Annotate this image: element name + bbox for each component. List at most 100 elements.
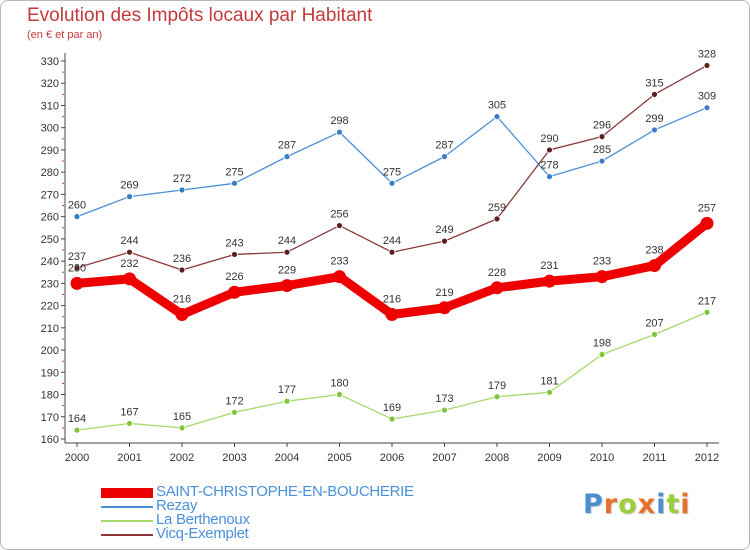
data-label: 167 bbox=[120, 406, 138, 418]
data-point bbox=[385, 307, 399, 321]
legend-swatch bbox=[101, 520, 153, 522]
data-point bbox=[651, 126, 658, 134]
data-label: 164 bbox=[68, 413, 86, 425]
x-tick-label: 2009 bbox=[537, 452, 561, 464]
y-tick-label: 220 bbox=[41, 301, 59, 313]
data-label: 290 bbox=[540, 133, 558, 145]
legend-swatch bbox=[101, 506, 153, 508]
legend-label: La Berthenoux bbox=[156, 511, 250, 528]
data-label: 272 bbox=[173, 173, 191, 185]
data-point bbox=[231, 251, 238, 258]
data-label: 198 bbox=[593, 338, 611, 350]
data-point bbox=[651, 90, 658, 98]
x-tick-label: 2004 bbox=[275, 452, 299, 464]
data-label: 256 bbox=[330, 209, 348, 221]
data-label: 226 bbox=[225, 271, 243, 283]
data-label: 260 bbox=[68, 200, 86, 212]
data-point bbox=[336, 128, 343, 136]
data-point bbox=[598, 157, 606, 165]
y-tick-label: 180 bbox=[41, 390, 59, 402]
data-label: 244 bbox=[120, 235, 138, 247]
logo-letter: t bbox=[666, 489, 681, 520]
data-point bbox=[441, 237, 448, 245]
data-point bbox=[493, 215, 501, 223]
y-tick-label: 300 bbox=[41, 123, 59, 135]
x-tick-label: 2002 bbox=[170, 452, 194, 464]
data-point bbox=[178, 266, 186, 274]
data-point bbox=[73, 264, 81, 272]
data-label: 236 bbox=[173, 253, 191, 265]
y-tick-label: 260 bbox=[41, 212, 59, 224]
data-label: 231 bbox=[540, 260, 558, 272]
data-point bbox=[598, 133, 606, 141]
data-point bbox=[651, 331, 658, 338]
y-tick-label: 160 bbox=[41, 434, 59, 446]
data-point bbox=[546, 173, 553, 181]
x-tick-label: 2001 bbox=[117, 452, 141, 464]
data-label: 299 bbox=[645, 113, 663, 125]
data-point bbox=[231, 179, 238, 187]
data-label: 244 bbox=[383, 235, 401, 247]
data-point bbox=[441, 406, 448, 414]
data-label: 228 bbox=[488, 267, 506, 279]
legend-label: SAINT-CHRISTOPHE-EN-BOUCHERIE bbox=[156, 483, 414, 500]
data-label: 257 bbox=[698, 202, 716, 214]
y-tick-label: 310 bbox=[41, 100, 59, 112]
data-label: 165 bbox=[173, 411, 191, 423]
data-point bbox=[333, 270, 346, 284]
x-tick-label: 2005 bbox=[327, 452, 351, 464]
data-label: 217 bbox=[698, 295, 716, 307]
y-tick-label: 200 bbox=[41, 345, 59, 357]
series-line bbox=[76, 107, 708, 218]
data-point bbox=[493, 113, 501, 120]
data-point bbox=[231, 408, 238, 416]
y-tick-label: 240 bbox=[41, 256, 59, 268]
proxiti-logo: Proxiti bbox=[583, 489, 691, 520]
data-point bbox=[703, 308, 711, 316]
data-label: 298 bbox=[330, 115, 348, 127]
chart-subtitle: (en € et par an) bbox=[27, 29, 103, 41]
data-label: 233 bbox=[330, 256, 348, 268]
x-tick-label: 2010 bbox=[590, 452, 614, 464]
y-tick-label: 280 bbox=[41, 167, 59, 179]
data-point bbox=[178, 186, 186, 194]
x-tick-label: 2008 bbox=[485, 452, 509, 464]
data-point bbox=[70, 276, 84, 290]
data-label: 309 bbox=[698, 91, 716, 103]
logo-letter: x bbox=[637, 489, 657, 520]
data-point bbox=[175, 307, 189, 321]
data-label: 275 bbox=[225, 166, 243, 178]
data-point bbox=[228, 285, 241, 299]
data-point bbox=[283, 397, 291, 405]
data-label: 177 bbox=[278, 384, 296, 396]
x-tick-label: 2000 bbox=[65, 452, 89, 464]
data-point bbox=[703, 104, 711, 112]
data-label: 238 bbox=[645, 245, 663, 257]
y-tick-label: 190 bbox=[41, 367, 59, 379]
x-tick-label: 2007 bbox=[432, 452, 456, 464]
y-tick-label: 210 bbox=[41, 323, 59, 335]
data-point bbox=[388, 415, 396, 423]
logo-letter: i bbox=[680, 489, 691, 520]
data-label: 229 bbox=[278, 265, 296, 277]
y-tick-label: 330 bbox=[41, 56, 59, 68]
data-point bbox=[126, 420, 133, 427]
data-point bbox=[546, 388, 553, 396]
data-point bbox=[73, 426, 81, 434]
data-point bbox=[126, 248, 133, 256]
y-tick-label: 270 bbox=[41, 189, 59, 201]
data-point bbox=[73, 213, 81, 221]
data-point bbox=[336, 391, 343, 398]
x-tick-label: 2003 bbox=[222, 452, 246, 464]
logo-letter: r bbox=[603, 489, 619, 520]
data-point bbox=[438, 301, 451, 315]
data-point bbox=[546, 146, 553, 154]
data-label: 216 bbox=[173, 293, 191, 305]
legend-swatch bbox=[101, 534, 153, 536]
x-tick-label: 2012 bbox=[695, 452, 719, 464]
y-tick-label: 230 bbox=[41, 278, 59, 290]
logo-letter: i bbox=[656, 489, 667, 520]
y-tick-label: 250 bbox=[41, 234, 59, 246]
data-point bbox=[493, 393, 501, 401]
